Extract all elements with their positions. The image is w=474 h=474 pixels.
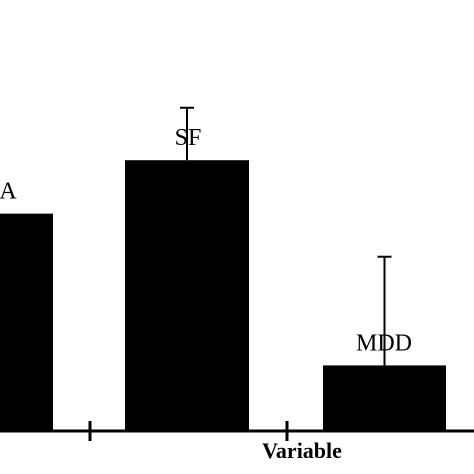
- bar-label-sf: SF: [175, 125, 202, 151]
- bar-a: [0, 213, 53, 431]
- bars-layer: [0, 160, 446, 432]
- bar-sf: [125, 160, 249, 432]
- x-axis-title: Variable: [262, 438, 342, 463]
- bar-labels-layer: A SF MDD: [0, 125, 412, 356]
- bar-mdd: [323, 365, 446, 431]
- error-bars-layer: [180, 106, 392, 366]
- bar-label-mdd: MDD: [356, 330, 412, 356]
- bar-label-a: A: [0, 179, 17, 205]
